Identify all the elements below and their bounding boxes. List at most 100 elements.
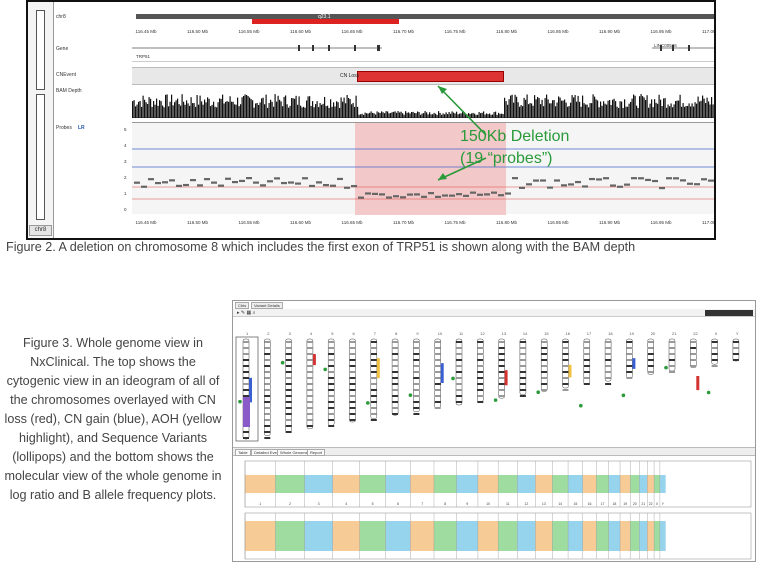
genome-segment[interactable] (332, 521, 360, 551)
probe-marker[interactable] (379, 193, 385, 196)
track-label-genes[interactable]: Gene (56, 46, 69, 52)
genome-segment[interactable] (620, 521, 631, 551)
probe-marker[interactable] (456, 193, 462, 196)
tab-ctrls[interactable]: Ctrls (235, 302, 250, 309)
probe-marker[interactable] (701, 178, 707, 181)
genome-segment[interactable] (620, 475, 631, 493)
chromosome-ideogram[interactable] (264, 338, 271, 436)
genome-segment[interactable] (647, 521, 655, 551)
genome-segment[interactable] (304, 475, 333, 493)
probe-marker[interactable] (253, 181, 259, 184)
probe-marker[interactable] (484, 193, 490, 196)
probe-marker[interactable] (687, 182, 693, 185)
probe-marker[interactable] (575, 180, 581, 184)
tab-report[interactable]: Report (307, 449, 326, 456)
genome-segment[interactable] (552, 521, 569, 551)
probe-marker[interactable] (442, 194, 448, 197)
probe-marker[interactable] (148, 178, 154, 181)
probe-marker[interactable] (141, 185, 147, 188)
genome-segment[interactable] (568, 521, 583, 551)
genome-segment[interactable] (359, 521, 386, 551)
probe-marker[interactable] (659, 186, 665, 190)
probe-marker[interactable] (680, 179, 686, 182)
probe-marker[interactable] (505, 192, 511, 195)
chromosome-selector[interactable]: chr8 (29, 225, 52, 236)
chromosome-ideogram[interactable] (711, 338, 718, 365)
probe-marker[interactable] (260, 184, 266, 187)
probe-marker[interactable] (715, 182, 716, 184)
probe-marker[interactable] (330, 184, 336, 187)
probe-marker[interactable] (631, 177, 637, 180)
probe-marker[interactable] (302, 177, 308, 180)
probe-marker[interactable] (652, 179, 658, 183)
chromosome-ideogram[interactable] (327, 338, 335, 426)
genome-segment[interactable] (535, 521, 553, 551)
cn-overlay[interactable] (440, 363, 444, 384)
probe-marker[interactable] (239, 179, 245, 183)
probe-marker[interactable] (694, 183, 700, 186)
cn-overlay[interactable] (249, 377, 252, 403)
probe-marker[interactable] (596, 178, 602, 181)
probe-marker[interactable] (281, 181, 287, 185)
probe-marker[interactable] (134, 181, 140, 184)
cn-overlay[interactable] (696, 376, 700, 391)
variant-lollipop[interactable] (706, 390, 711, 395)
chromosome-ideogram[interactable] (434, 338, 441, 409)
probe-marker[interactable] (512, 177, 518, 180)
probe-marker[interactable] (351, 184, 357, 188)
variant-lollipop[interactable] (408, 393, 413, 397)
probe-marker[interactable] (400, 196, 406, 199)
probe-marker[interactable] (267, 180, 273, 183)
probe-marker[interactable] (610, 184, 616, 187)
probe-marker[interactable] (316, 181, 322, 184)
genome-segment[interactable] (275, 521, 305, 551)
genome-segment[interactable] (647, 475, 655, 493)
genome-segment[interactable] (410, 521, 434, 551)
genome-segment[interactable] (535, 475, 553, 493)
genome-segment[interactable] (433, 521, 457, 551)
probe-marker[interactable] (407, 193, 413, 196)
gene-name-linc[interactable]: LINC00536 (654, 43, 677, 48)
probe-marker[interactable] (498, 194, 504, 197)
probe-marker[interactable] (358, 196, 364, 199)
probe-marker[interactable] (218, 184, 224, 187)
probe-marker[interactable] (435, 195, 441, 198)
chromosome-ideogram[interactable] (285, 338, 292, 433)
chromosome-ideogram[interactable] (413, 338, 420, 413)
probe-marker[interactable] (673, 177, 679, 180)
probe-marker[interactable] (246, 177, 252, 180)
track-label-cnevent[interactable]: CNEvent (56, 72, 77, 78)
genome-segment[interactable] (582, 521, 597, 551)
probe-marker[interactable] (708, 179, 714, 182)
probe-marker[interactable] (519, 186, 525, 189)
tab-variant-details[interactable]: Variant Details (251, 302, 283, 309)
track-label-bam-depth[interactable]: BAM Depth (56, 88, 82, 94)
probe-marker[interactable] (295, 182, 301, 185)
genome-segment[interactable] (639, 475, 648, 493)
chromosome-ideogram[interactable] (562, 338, 569, 389)
genome-segment[interactable] (517, 475, 536, 493)
genome-segment[interactable] (498, 521, 518, 551)
genome-segment[interactable] (477, 521, 499, 551)
genome-segment[interactable] (304, 521, 333, 551)
probe-marker[interactable] (568, 183, 574, 186)
probe-marker[interactable] (470, 191, 476, 194)
genome-segment[interactable] (456, 475, 478, 493)
track-label-probes[interactable]: Probes (56, 125, 72, 131)
probe-marker[interactable] (624, 183, 630, 186)
probe-marker[interactable] (155, 181, 161, 185)
variant-lollipop[interactable] (536, 390, 540, 395)
aoh-region[interactable] (243, 397, 250, 427)
cn-overlay[interactable] (568, 364, 572, 378)
probe-marker[interactable] (638, 177, 644, 180)
probe-marker[interactable] (617, 185, 623, 188)
probe-marker[interactable] (232, 180, 238, 184)
toolbar-icons[interactable]: ▸ ✎ ▦ ⌕ (237, 310, 256, 316)
genome-segment[interactable] (433, 475, 457, 493)
cn-overlay[interactable] (504, 370, 508, 386)
genome-segment[interactable] (582, 475, 597, 493)
probe-mode-toggle[interactable]: LR (78, 125, 85, 131)
genome-segment[interactable] (630, 521, 640, 551)
variant-lollipop[interactable] (621, 393, 626, 398)
probe-marker[interactable] (603, 177, 609, 180)
